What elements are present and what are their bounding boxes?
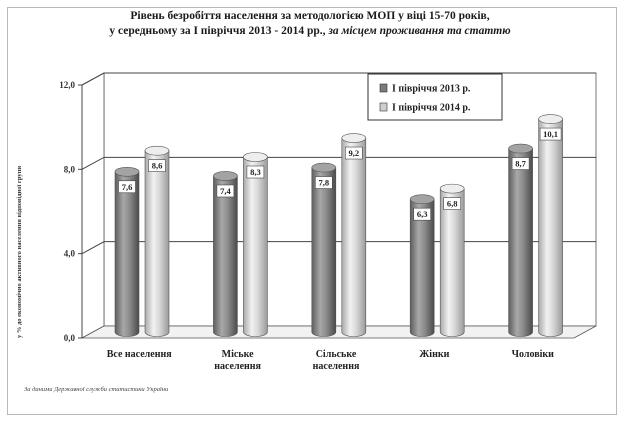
bar-body [114, 171, 140, 337]
bar-2-1 [341, 133, 367, 337]
value-label: 6,8 [447, 199, 458, 209]
value-label-box [246, 165, 265, 179]
bars-layer [114, 114, 563, 337]
y-tick-label: 0,0 [64, 333, 76, 343]
bar-top [508, 143, 533, 154]
bar-body [439, 188, 465, 337]
legend-box [367, 73, 503, 121]
bar-3-1 [439, 183, 465, 337]
source-note: За даними Державної служби статистики Ук… [24, 386, 169, 393]
legend-swatch-2013 [379, 83, 388, 93]
bar-4-0 [508, 143, 533, 337]
y-tick-label: 12,0 [59, 80, 75, 90]
category-label: Міське [222, 349, 254, 360]
gridline [81, 72, 596, 86]
bar-body [311, 167, 337, 337]
bar-1-0 [213, 171, 238, 337]
value-label: 7,4 [220, 186, 231, 196]
bar-0-0 [114, 166, 140, 337]
value-label: 7,6 [122, 182, 133, 192]
bar-body [409, 198, 435, 337]
value-label: 8,3 [250, 167, 261, 177]
y-tick-label: 8,0 [64, 164, 76, 174]
category-label: Жінки [419, 349, 449, 360]
value-label-box [539, 127, 562, 141]
category-label: населення [313, 361, 360, 372]
bar-body [508, 148, 533, 337]
bar-body [341, 137, 367, 337]
bar-body [538, 118, 563, 337]
bar-4-1 [538, 114, 563, 337]
bar-1-1 [243, 152, 268, 337]
bar-top [409, 194, 435, 204]
value-label-box [314, 176, 333, 189]
value-label-box [443, 197, 462, 210]
legend: І півріччя 2013 р. І півріччя 2014 р. [367, 73, 503, 121]
value-label-box [118, 180, 136, 194]
value-label-box [344, 146, 363, 160]
category-label: Чоловіки [512, 349, 555, 360]
bar-top [114, 166, 140, 177]
floor [81, 325, 597, 339]
value-label-box [413, 207, 432, 221]
value-label-box [216, 184, 235, 198]
bar-2-0 [311, 162, 337, 337]
side-wall [81, 72, 105, 339]
legend-swatch-2014 [379, 102, 388, 112]
value-label: 8,7 [515, 159, 526, 169]
bar-top [144, 145, 170, 156]
bar-top [213, 171, 238, 181]
bar-3-0 [409, 194, 435, 337]
category-label: населення [214, 361, 261, 372]
bar-top [439, 183, 465, 194]
gridline [81, 156, 596, 170]
axis-layer: 0,0 4,0 8,0 12,0 [59, 80, 83, 343]
chart-title-line2-prefix: у середньому за І півріччя 2013 - 2014 р… [109, 25, 326, 37]
bar-0-1 [144, 145, 170, 337]
bar-top [341, 133, 367, 143]
category-label: Сільське [316, 349, 357, 360]
chart-title-line1: Рівень безробіття населення за методолог… [130, 10, 490, 22]
bar-top [243, 152, 268, 162]
bar-body [144, 150, 170, 337]
value-label: 7,8 [318, 178, 329, 188]
value-label: 8,6 [152, 161, 163, 171]
bar-top [311, 162, 337, 173]
bar-body [213, 175, 238, 337]
value-label: 6,3 [417, 209, 428, 219]
chart-title: Рівень безробіття населення за методолог… [60, 9, 560, 39]
value-label-box [148, 159, 166, 172]
legend-label-2014: І півріччя 2014 р. [392, 103, 471, 114]
value-label: 10,1 [543, 129, 558, 139]
y-tick-label: 4,0 [64, 249, 76, 259]
chart-title-line2: у середньому за І півріччя 2013 - 2014 р… [60, 24, 560, 39]
value-label-box [511, 157, 530, 170]
value-label: 9,2 [348, 148, 359, 158]
legend-label-2013: І півріччя 2013 р. [392, 84, 471, 95]
chart-title-line2-emphasis: за місцем проживання та статтю [328, 25, 511, 37]
bar-top [538, 114, 563, 124]
bar-body [243, 156, 268, 337]
category-label: Все населення [107, 349, 173, 360]
